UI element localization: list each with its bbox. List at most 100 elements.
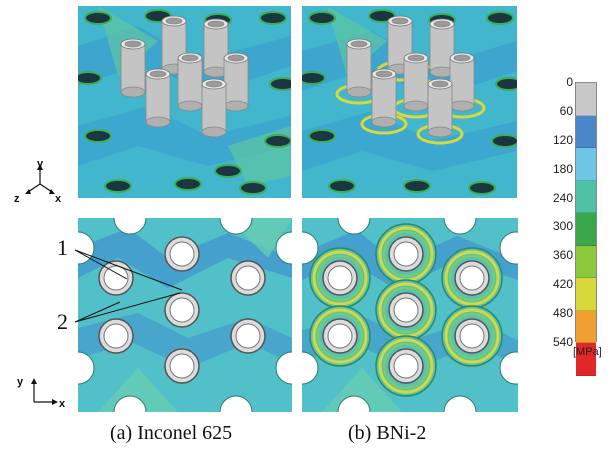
pin-bore [393,297,419,323]
edge-hole [78,351,95,385]
edge-hole [219,218,253,235]
legend-tick-label: 420 [552,277,573,292]
braze-ring-inner [383,231,429,277]
edge-hole [443,395,477,412]
stress-map-3d-inconel625 [78,6,291,198]
edge-hole [113,218,147,235]
pin-bore [207,20,225,28]
axis2d-x-label: x [59,398,66,410]
edge-hole [337,395,371,412]
pin-bore [327,323,353,349]
edge-hole [275,231,292,265]
axis-z-label: z [14,193,20,205]
caption-bni2: (b) BNi-2 [348,422,427,444]
pin-bore [181,54,199,62]
braze-ring-stress [312,250,368,306]
legend-tick-label: 120 [552,132,573,147]
legend-color-segment [576,115,596,148]
braze-ring-inner [317,313,363,359]
pin-cylinder [223,57,249,107]
edge-hole [113,395,147,412]
callout-1: 1 [57,235,68,260]
pin-bore [407,54,425,62]
braze-ring-stress [444,308,500,364]
legend-color-bar [575,82,597,376]
pin-bore [205,80,223,88]
edge-hole [302,351,319,385]
legend-tick-label: 300 [552,219,573,234]
legend-color-segment [576,310,596,343]
legend-tick-label: 180 [552,161,573,176]
pin-bore [453,54,471,62]
braze-ring-inner [449,255,495,301]
pin-base [371,116,397,128]
braze-ring-inner [383,343,429,389]
legend-tick-label: 480 [552,306,573,321]
pin-bore [235,265,261,291]
legend-tick-label: 60 [559,103,573,118]
pin-bore [431,80,449,88]
braze-ring-inner [383,287,429,333]
pin-bore [165,17,183,25]
axis-x-label: x [55,193,62,205]
legend-color-segment [576,83,596,116]
legend-tick-label: 540 [552,335,573,349]
pin-bore [393,241,419,267]
braze-ring-stress [312,308,368,364]
pin-bore [169,241,195,267]
pin-bore [169,297,195,323]
pin-cylinder [177,57,203,107]
stress-map-top-bni2 [302,218,518,412]
legend-tick-label: 0 [566,75,573,89]
pin-bore [103,265,129,291]
pin-bore [124,40,142,48]
legend-unit: [MPa] [573,346,602,358]
pin-base [346,86,372,98]
legend-color-segment [576,278,596,311]
pin-bore [433,20,451,28]
callout-2: 2 [57,309,68,334]
stress-map-3d-bni2 [302,6,517,198]
edge-hole [499,231,518,265]
stress-legend: 0 60 120 180 240 300 360 420 480 540 [MPa] [540,62,610,376]
legend-color-segment [576,148,596,181]
braze-ring-stress [444,250,500,306]
pin-bore [227,54,245,62]
pin-bore [103,323,129,349]
edge-hole [337,218,371,235]
edge-hole [275,351,292,385]
edge-hole [302,231,319,265]
braze-ring-inner [449,313,495,359]
pin-bore [391,17,409,25]
pin-bore [327,265,353,291]
legend-color-segment [576,343,596,376]
pin-base [427,126,453,138]
pin-bore [350,40,368,48]
axis-y-label: y [37,158,44,170]
legend-color-segment [576,213,596,246]
pin-base [201,126,227,138]
legend-tick-label: 360 [552,248,573,263]
pin-bore [235,323,261,349]
pin-base [120,86,146,98]
pin-cylinder [145,73,171,123]
pin-bore [459,265,485,291]
caption-inconel625: (a) Inconel 625 [110,422,233,444]
pin-bore [169,353,195,379]
pin-base [145,116,171,128]
stress-map-top-inconel625 [78,218,292,412]
legend-color-segment [576,245,596,278]
pin-bore [393,353,419,379]
pin-bore [375,70,393,78]
pin-cylinder [201,83,227,133]
braze-ring-stress [378,338,434,394]
edge-hole [443,218,477,235]
edge-hole [499,351,518,385]
legend-color-segment [576,180,596,213]
axis2d-y-label: y [17,376,24,388]
pin-bore [459,323,485,349]
braze-ring-inner [317,255,363,301]
pin-bore [149,70,167,78]
edge-hole [219,395,253,412]
